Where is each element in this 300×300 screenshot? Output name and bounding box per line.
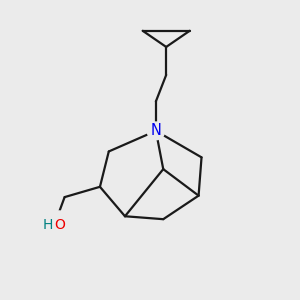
Text: O: O (54, 218, 65, 232)
Text: H: H (43, 218, 53, 232)
Circle shape (147, 122, 165, 140)
Circle shape (45, 211, 73, 239)
Text: N: N (151, 123, 161, 138)
